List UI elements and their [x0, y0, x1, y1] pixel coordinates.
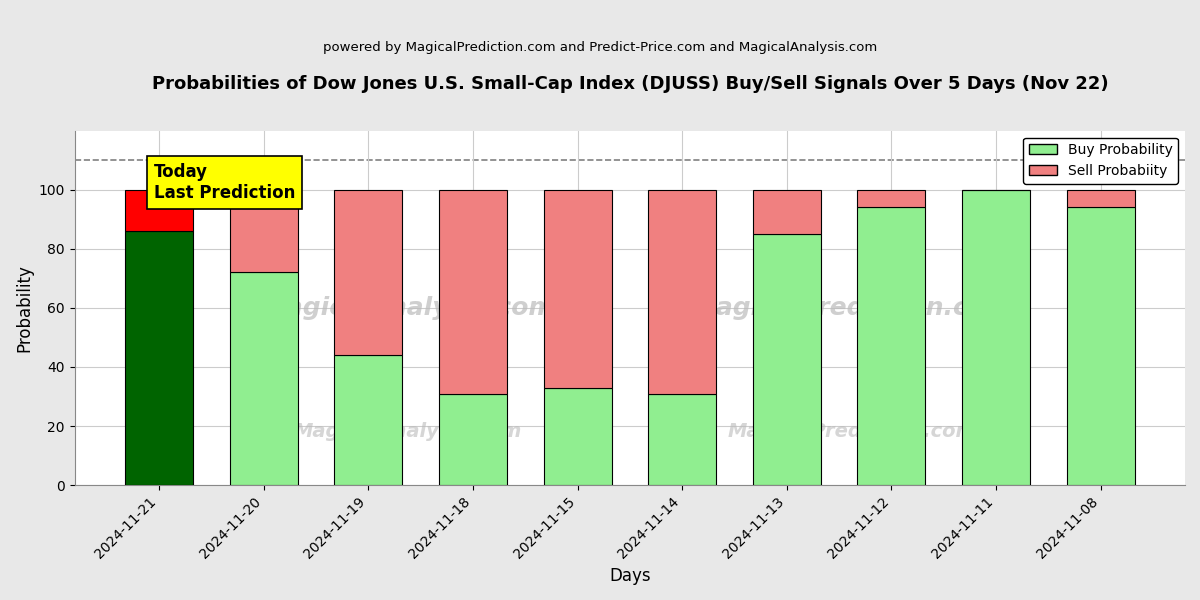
- Text: MagicalAnalysis.com: MagicalAnalysis.com: [294, 422, 522, 442]
- Bar: [335, 190, 402, 355]
- Bar: [648, 394, 716, 485]
- Bar: [544, 388, 612, 485]
- Bar: [648, 190, 716, 394]
- Bar: [229, 190, 298, 272]
- Bar: [752, 234, 821, 485]
- Bar: [125, 231, 193, 485]
- Bar: [229, 272, 298, 485]
- Text: powered by MagicalPrediction.com and Predict-Price.com and MagicalAnalysis.com: powered by MagicalPrediction.com and Pre…: [323, 41, 877, 54]
- Bar: [1067, 190, 1134, 208]
- Text: Today
Last Prediction: Today Last Prediction: [154, 163, 295, 202]
- Bar: [439, 394, 506, 485]
- Text: MagicalPrediction.com: MagicalPrediction.com: [727, 422, 977, 442]
- X-axis label: Days: Days: [610, 567, 650, 585]
- Bar: [125, 190, 193, 231]
- Bar: [544, 190, 612, 388]
- Bar: [439, 190, 506, 394]
- Bar: [857, 190, 925, 208]
- Bar: [752, 190, 821, 234]
- Bar: [335, 355, 402, 485]
- Bar: [857, 208, 925, 485]
- Y-axis label: Probability: Probability: [16, 264, 34, 352]
- Title: Probabilities of Dow Jones U.S. Small-Cap Index (DJUSS) Buy/Sell Signals Over 5 : Probabilities of Dow Jones U.S. Small-Ca…: [151, 75, 1108, 93]
- Text: MagicalAnalysis.com: MagicalAnalysis.com: [262, 296, 554, 320]
- Legend: Buy Probability, Sell Probabiity: Buy Probability, Sell Probabiity: [1024, 137, 1178, 184]
- Text: MagicalPrediction.com: MagicalPrediction.com: [692, 296, 1012, 320]
- Bar: [962, 190, 1030, 485]
- Bar: [1067, 208, 1134, 485]
